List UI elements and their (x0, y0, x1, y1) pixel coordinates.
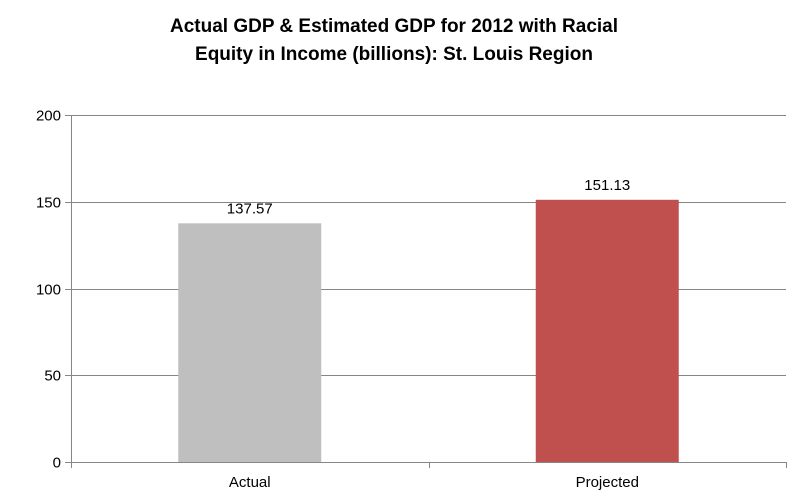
chart-title-line-2: Equity in Income (billions): St. Louis R… (195, 44, 593, 65)
bar-actual (178, 223, 322, 462)
y-tick-label-50: 50 (44, 368, 61, 385)
x-category-label-actual: Actual (229, 474, 271, 491)
bar-projected (535, 199, 679, 463)
y-tick-label-150: 150 (36, 195, 61, 212)
y-axis-tick-labels: 0 50 100 150 200 (36, 108, 61, 472)
data-label-actual: 137.57 (227, 200, 273, 217)
y-tick-label-200: 200 (36, 108, 61, 125)
chart-title-line-1: Actual GDP & Estimated GDP for 2012 with… (170, 16, 618, 37)
chart-title: Actual GDP & Estimated GDP for 2012 with… (170, 16, 618, 65)
x-category-label-projected: Projected (576, 474, 639, 491)
y-tick-label-0: 0 (53, 455, 61, 472)
bars (178, 199, 679, 463)
x-axis-category-labels: Actual Projected (229, 474, 639, 491)
data-labels: 137.57 151.13 (227, 177, 630, 218)
y-tick-label-100: 100 (36, 282, 61, 299)
data-label-projected: 151.13 (584, 177, 630, 194)
axes (65, 115, 787, 468)
